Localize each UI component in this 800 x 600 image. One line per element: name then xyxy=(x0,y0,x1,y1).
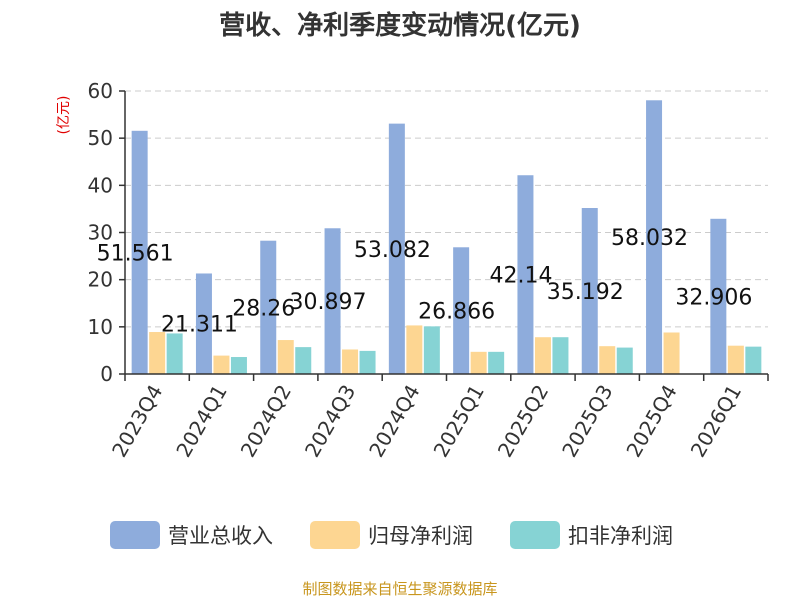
bar-1-2025Q3 xyxy=(599,346,616,374)
bar-1-2026Q1 xyxy=(727,345,744,374)
x-tick-label: 2025Q4 xyxy=(621,381,681,462)
legend-item-2[interactable]: 扣非净利润 xyxy=(510,521,673,549)
data-label: 53.082 xyxy=(354,238,431,263)
data-label: 26.866 xyxy=(418,300,495,325)
x-tick-label: 2024Q2 xyxy=(236,381,296,462)
bar-2-2024Q4 xyxy=(423,326,440,374)
bar-0-2024Q3 xyxy=(324,228,341,374)
bar-2-2023Q4 xyxy=(166,333,183,374)
bar-0-2026Q1 xyxy=(710,218,727,374)
legend-label: 归母净利润 xyxy=(368,524,473,548)
chart-title: 营收、净利季度变动情况(亿元) xyxy=(219,10,581,41)
bar-1-2025Q1 xyxy=(470,351,487,374)
legend-label: 扣非净利润 xyxy=(568,524,673,548)
bar-0-2023Q4 xyxy=(131,130,148,374)
bar-2-2026Q1 xyxy=(745,346,762,374)
y-tick-label: 10 xyxy=(88,315,113,339)
x-tick-label: 2024Q3 xyxy=(300,381,360,462)
x-tick-label: 2025Q3 xyxy=(557,381,617,462)
x-tick-label: 2024Q1 xyxy=(171,381,231,462)
data-label: 35.192 xyxy=(547,280,624,305)
source-note: 制图数据来自恒生聚源数据库 xyxy=(302,580,497,598)
bar-0-2024Q2 xyxy=(260,240,277,374)
legend-item-1[interactable]: 归母净利润 xyxy=(310,521,473,549)
legend[interactable]: 营业总收入 归母净利润 扣非净利润 xyxy=(110,521,673,549)
bar-1-2025Q2 xyxy=(534,337,551,374)
x-tick-label: 2023Q4 xyxy=(107,381,167,462)
legend-swatch xyxy=(110,521,160,549)
bar-0-2025Q2 xyxy=(517,175,534,374)
bar-2-2025Q3 xyxy=(616,347,633,374)
bar-0-2025Q1 xyxy=(453,247,470,374)
legend-swatch xyxy=(510,521,560,549)
x-tick-label: 2025Q1 xyxy=(429,381,489,462)
bar-1-2024Q2 xyxy=(277,340,294,374)
bar-0-2024Q1 xyxy=(195,273,212,374)
data-label: 30.897 xyxy=(290,290,367,315)
legend-label: 营业总收入 xyxy=(168,524,273,548)
x-tick-label: 2024Q4 xyxy=(364,381,424,462)
data-label: 21.311 xyxy=(161,313,238,338)
bar-1-2025Q4 xyxy=(663,332,680,374)
bar-2-2024Q2 xyxy=(295,347,312,374)
x-tick-label: 2025Q2 xyxy=(493,381,553,462)
legend-item-0[interactable]: 营业总收入 xyxy=(110,521,273,549)
data-label: 51.561 xyxy=(97,241,174,266)
bar-1-2024Q4 xyxy=(406,325,423,374)
data-label: 58.032 xyxy=(611,226,688,251)
data-label: 28.26 xyxy=(232,296,295,321)
x-tick-label: 2026Q1 xyxy=(686,381,746,462)
y-tick-label: 50 xyxy=(88,126,113,150)
grid-lines xyxy=(125,90,768,328)
bar-1-2023Q4 xyxy=(149,332,166,374)
bar-1-2024Q3 xyxy=(342,349,359,374)
bar-2-2024Q1 xyxy=(230,357,247,374)
legend-swatch xyxy=(310,521,360,549)
bar-0-2024Q4 xyxy=(388,123,405,374)
y-tick-label: 20 xyxy=(88,268,113,292)
bar-2-2024Q3 xyxy=(359,350,376,374)
data-label: 42.14 xyxy=(489,264,552,289)
y-tick-label: 0 xyxy=(100,362,113,386)
y-axis-label: (亿元) xyxy=(56,96,72,135)
bars xyxy=(131,100,762,374)
bar-2-2025Q2 xyxy=(552,337,569,374)
y-tick-label: 60 xyxy=(88,79,113,103)
bar-1-2024Q1 xyxy=(213,355,230,374)
bar-0-2025Q4 xyxy=(646,100,663,374)
data-label: 32.906 xyxy=(675,285,752,310)
bar-0-2025Q3 xyxy=(581,208,598,374)
y-tick-label: 40 xyxy=(88,173,113,197)
bar-2-2025Q1 xyxy=(488,351,505,374)
y-tick-label: 30 xyxy=(88,221,113,245)
